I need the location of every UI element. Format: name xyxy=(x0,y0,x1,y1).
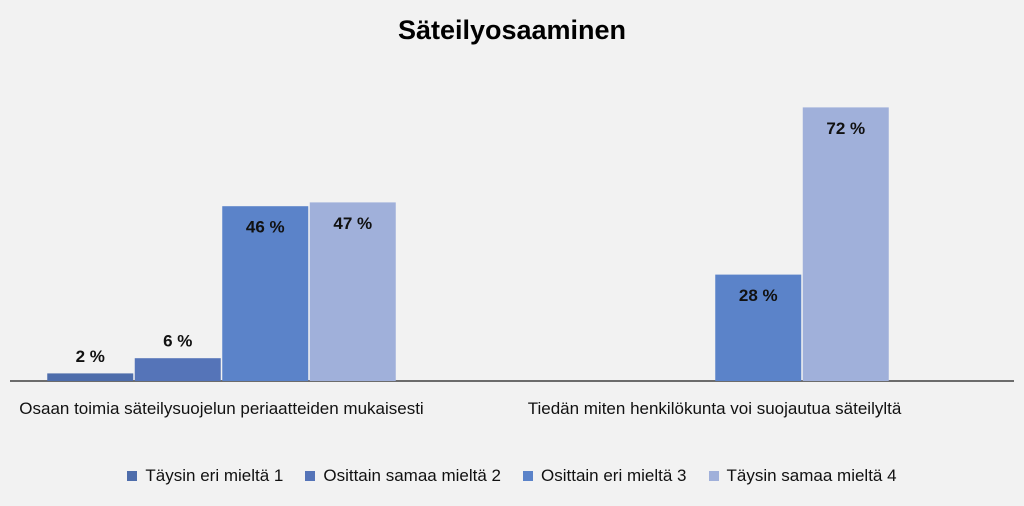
legend-label: Osittain samaa mieltä 2 xyxy=(323,466,501,485)
value-label: 72 % xyxy=(826,119,865,138)
value-label: 2 % xyxy=(76,347,105,366)
legend-label: Täysin eri mieltä 1 xyxy=(145,466,284,485)
value-label: 6 % xyxy=(163,332,192,351)
legend-item: Osittain eri mieltä 3 xyxy=(523,466,687,486)
legend-item: Osittain samaa mieltä 2 xyxy=(305,466,501,486)
legend-item: Täysin samaa mieltä 4 xyxy=(708,466,897,486)
value-label: 47 % xyxy=(333,214,372,233)
chart-title: Säteilyosaaminen xyxy=(398,15,626,45)
bar xyxy=(47,373,134,381)
bar xyxy=(715,274,802,381)
legend-item: Täysin eri mieltä 1 xyxy=(127,466,283,486)
value-label: 28 % xyxy=(739,286,778,305)
bar xyxy=(309,202,396,381)
legend-label: Täysin samaa mieltä 4 xyxy=(726,466,897,485)
legend-swatch xyxy=(708,471,719,481)
x-tick-label: Osaan toimia säteilysuojelun periaatteid… xyxy=(19,399,424,418)
legend-label: Osittain eri mieltä 3 xyxy=(541,466,687,485)
legend: Täysin eri mieltä 1 Osittain samaa mieltä… xyxy=(0,466,1024,486)
legend-swatch xyxy=(127,471,138,481)
value-label: 46 % xyxy=(246,218,285,237)
x-tick-label: Tiedän miten henkilökunta voi suojautua … xyxy=(527,399,902,418)
bar xyxy=(134,358,221,381)
bar xyxy=(222,206,309,381)
legend-swatch xyxy=(523,471,533,481)
legend-swatch xyxy=(305,471,316,481)
bar xyxy=(802,107,889,382)
